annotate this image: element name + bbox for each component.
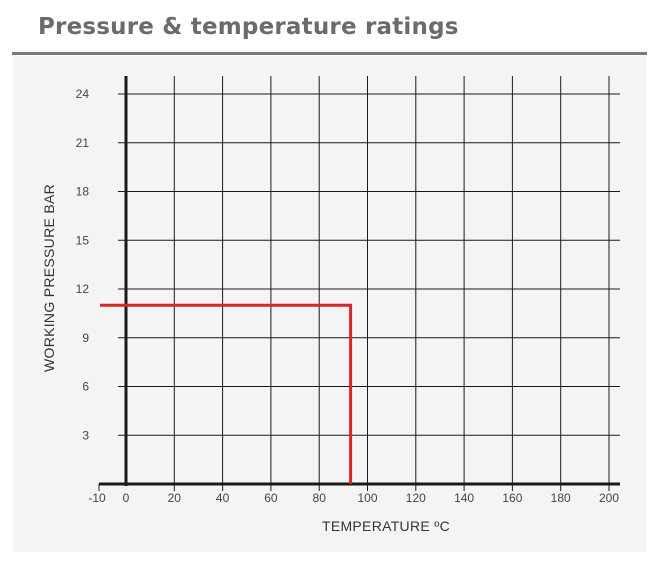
x-tick-label: 200: [599, 491, 619, 505]
x-tick-label: 100: [357, 491, 377, 505]
y-tick-label: 15: [76, 233, 90, 247]
y-tick-label: 18: [76, 185, 90, 199]
x-tick-labels: -10 0 20 40 60 80 100 120 140 160 180 200: [88, 491, 619, 505]
title-underline: [12, 52, 647, 55]
x-tick-label: -10: [88, 491, 106, 505]
rating-line: [100, 303, 353, 484]
y-tick-label: 9: [82, 331, 89, 345]
y-tick-label: 3: [82, 428, 89, 442]
y-tick-label: 6: [82, 380, 89, 394]
chart-grid: [118, 76, 620, 484]
y-tick-label: 21: [76, 136, 90, 150]
y-tick-label: 24: [76, 87, 90, 101]
x-axis-title: TEMPERATURE ºC: [322, 518, 450, 534]
x-tick-label: 40: [216, 491, 230, 505]
chart-series: [100, 303, 353, 484]
x-tick-label: 0: [123, 491, 130, 505]
y-tick-label: 12: [76, 282, 90, 296]
y-axis-title: WORKING PRESSURE BAR: [41, 184, 57, 372]
x-tick-label: 80: [313, 491, 327, 505]
x-tick-label: 20: [168, 491, 182, 505]
x-tick-label: 120: [406, 491, 426, 505]
x-tick-label: 140: [454, 491, 474, 505]
page-title: Pressure & temperature ratings: [38, 14, 459, 40]
chart-axes: [98, 76, 620, 491]
x-tick-label: 180: [551, 491, 571, 505]
x-tick-label: 60: [264, 491, 278, 505]
y-tick-labels: 3 6 9 12 15 18 21 24: [76, 87, 90, 442]
x-tick-label: 160: [502, 491, 522, 505]
